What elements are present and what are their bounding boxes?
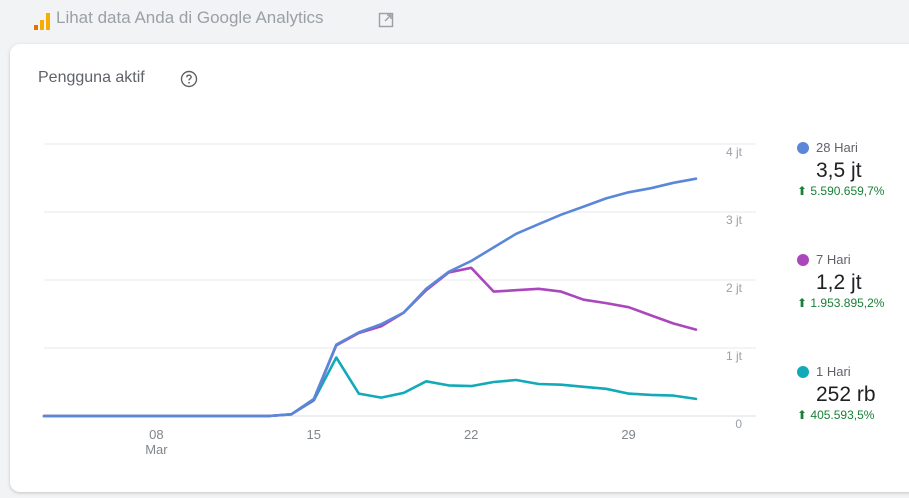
y-tick-label: 4 jt — [726, 145, 743, 159]
y-tick-label: 1 jt — [726, 349, 743, 363]
x-tick-label: 15 — [307, 427, 321, 442]
arrow-up-icon: ⬆ — [797, 408, 808, 422]
y-tick-label: 2 jt — [726, 281, 743, 295]
card-title: Pengguna aktif — [38, 69, 145, 86]
legend-value: 1,2 jt — [816, 271, 862, 294]
x-tick-label: 29 — [621, 427, 635, 442]
analytics-link-title[interactable]: Lihat data Anda di Google Analytics — [56, 8, 324, 27]
series-line-1-hari — [42, 356, 698, 418]
legend-name: 28 Hari — [816, 140, 858, 155]
open-in-new-icon[interactable] — [378, 12, 394, 28]
legend-dot — [797, 365, 809, 378]
legend-change: ⬆ 5.590.659,7% — [797, 184, 885, 198]
analytics-bars-icon — [34, 13, 50, 30]
arrow-up-icon: ⬆ — [797, 296, 808, 310]
x-tick-label: 08 — [149, 427, 163, 442]
legend-dot — [797, 141, 809, 154]
legend-dot — [797, 253, 809, 266]
series-line-28-hari — [42, 177, 698, 418]
y-tick-label: 3 jt — [726, 213, 743, 227]
legend-item-7-hari[interactable]: 7 Hari 1,2 jt ⬆ 1.953.895,2% — [797, 252, 907, 310]
legend-item-1-hari[interactable]: 1 Hari 252 rb ⬆ 405.593,5% — [797, 364, 907, 422]
legend-name: 1 Hari — [816, 364, 851, 379]
series-line-7-hari — [42, 266, 698, 418]
arrow-up-icon: ⬆ — [797, 184, 808, 198]
legend-change: ⬆ 1.953.895,2% — [797, 296, 885, 310]
help-circle-icon[interactable] — [180, 70, 198, 88]
y-tick-label: 0 — [735, 417, 742, 431]
analytics-link-bar[interactable]: Lihat data Anda di Google Analytics — [0, 0, 909, 40]
legend-value: 252 rb — [816, 383, 876, 406]
legend-name: 7 Hari — [816, 252, 851, 267]
legend-change: ⬆ 405.593,5% — [797, 408, 875, 422]
legend-item-28-hari[interactable]: 28 Hari 3,5 jt ⬆ 5.590.659,7% — [797, 140, 907, 198]
x-tick-sublabel: Mar — [145, 442, 168, 457]
legend-value: 3,5 jt — [816, 159, 862, 182]
x-tick-label: 22 — [464, 427, 478, 442]
